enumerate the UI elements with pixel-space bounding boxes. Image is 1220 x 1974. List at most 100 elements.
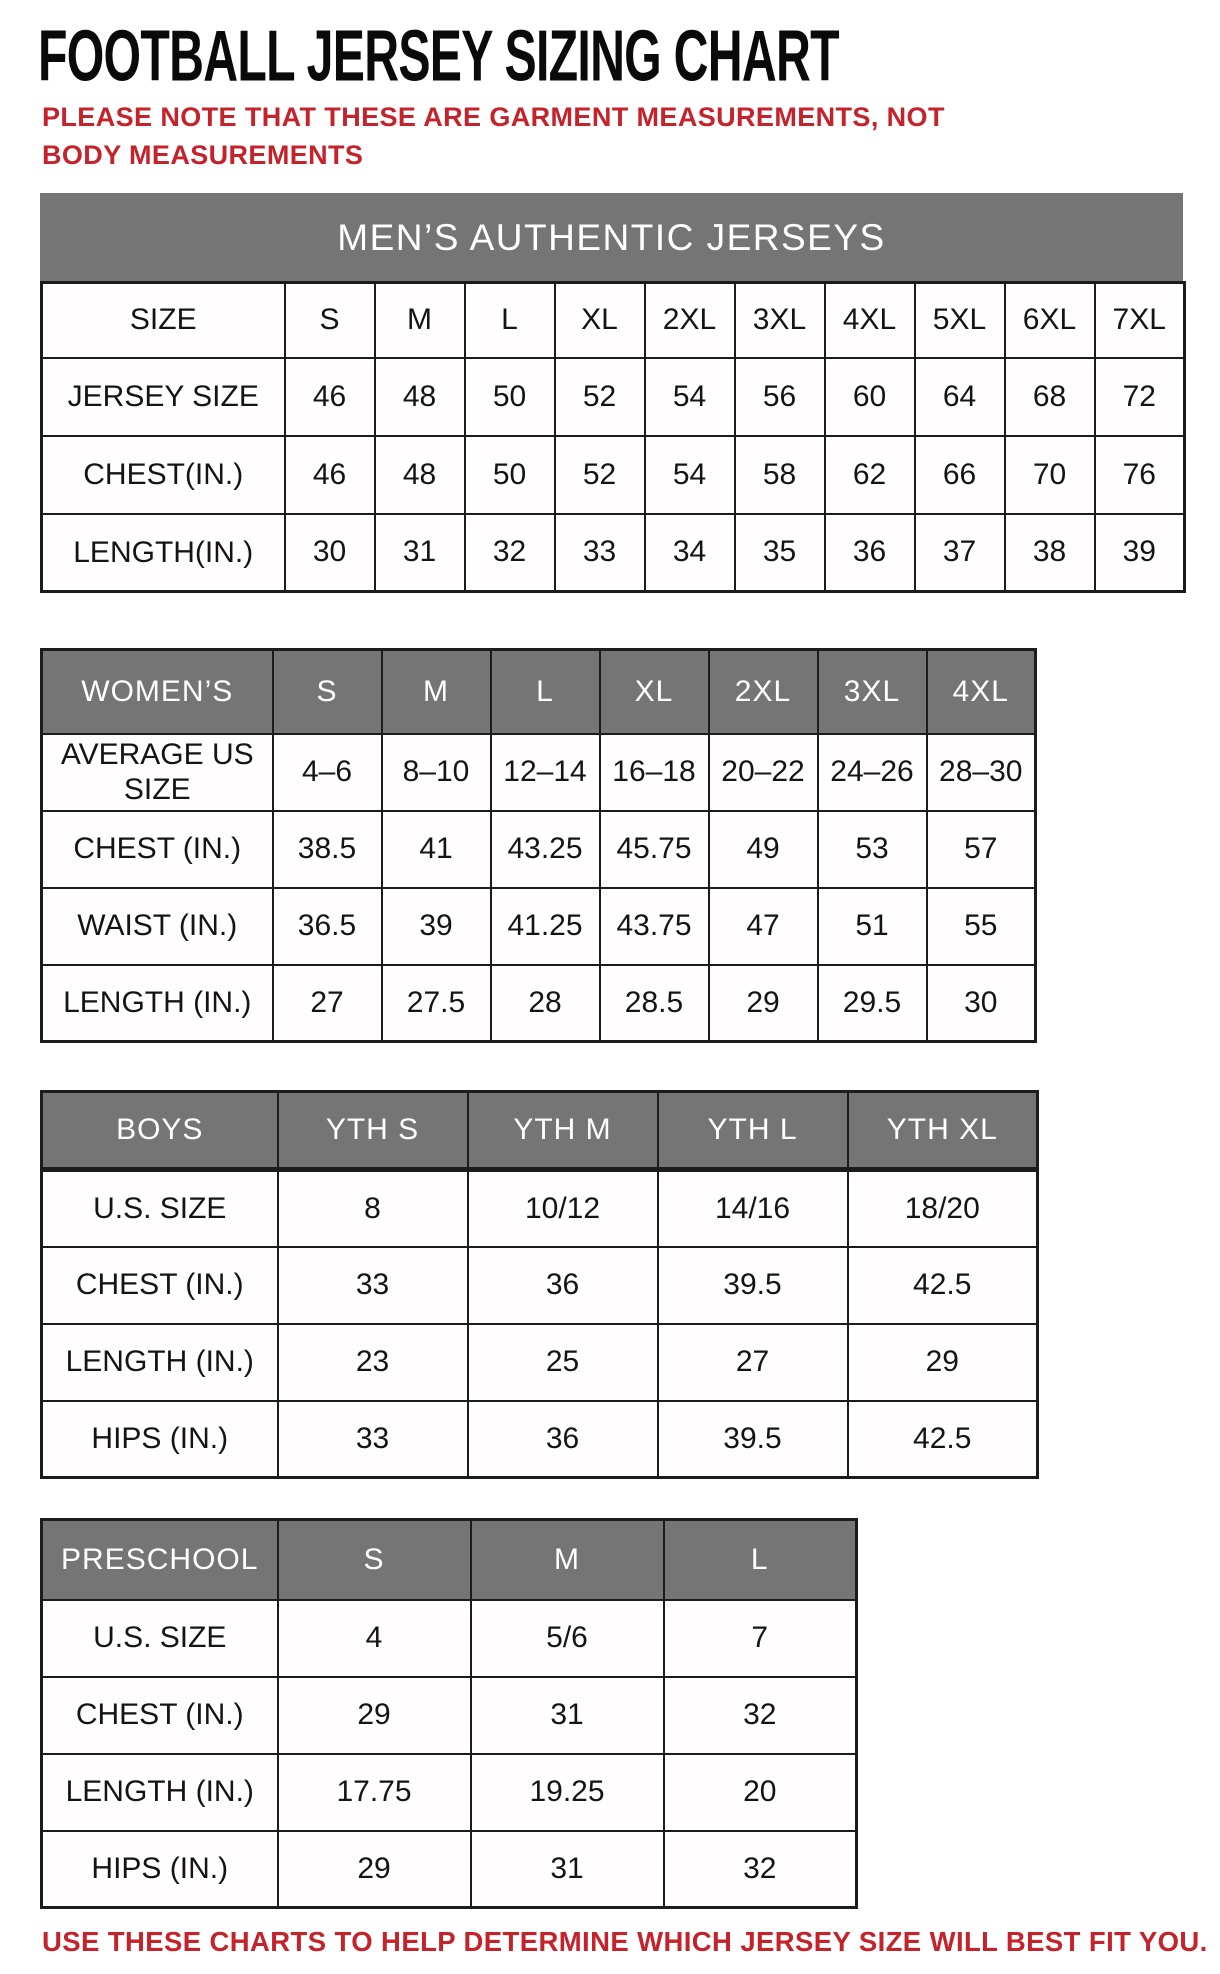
measurement-cell: 4–6 (271, 732, 383, 812)
measurement-cell: 20–22 (707, 732, 819, 812)
table-row: LENGTH (IN.) 23 25 27 29 (40, 1322, 1039, 1402)
size-column-header: 6XL (1003, 281, 1096, 359)
size-column-header: L (662, 1518, 858, 1601)
size-column-header: M (380, 648, 492, 735)
size-column-header: S (276, 1518, 472, 1601)
measurement-cell: 7 (662, 1598, 858, 1678)
preschool-sizing-table: PRESCHOOL S M L U.S. SIZE 4 5/6 7 CHEST (IN.) 29 3… (40, 1518, 858, 1909)
measurement-cell: 66 (913, 434, 1006, 515)
header-row: SIZE S M L XL 2XL 3XL 4XL 5XL 6XL 7XL (40, 281, 1186, 359)
measurement-cell: 62 (823, 434, 916, 515)
measurement-cell: 33 (276, 1399, 469, 1479)
table-row: LENGTH (IN.) 27 27.5 28 28.5 29 29.5 30 (40, 963, 1037, 1043)
garment-measurement-note: PLEASE NOTE THAT THESE ARE GARMENT MEASU… (42, 102, 945, 170)
measurement-cell: 27 (656, 1322, 849, 1402)
measurement-cell: 12–14 (489, 732, 601, 812)
measurement-cell: 29 (846, 1322, 1039, 1402)
measurement-cell: 39 (380, 886, 492, 966)
measurement-cell: 32 (662, 1675, 858, 1755)
measurement-cell: 23 (276, 1322, 469, 1402)
table-row: CHEST(IN.) 46 48 50 52 54 58 62 66 70 76 (40, 434, 1186, 515)
measurement-cell: 50 (463, 434, 556, 515)
womens-sizing-table: WOMEN’S S M L XL 2XL 3XL 4XL AVERAGE US SIZE 4–6 8… (40, 648, 1037, 1043)
row-label: CHEST (IN.) (40, 809, 274, 889)
measurement-cell: 36.5 (271, 886, 383, 966)
measurement-cell: 42.5 (846, 1399, 1039, 1479)
measurement-cell: 52 (553, 356, 646, 437)
measurement-cell: 17.75 (276, 1752, 472, 1832)
measurement-cell: 55 (925, 886, 1037, 966)
size-column-header: L (463, 281, 556, 359)
measurement-cell: 29 (276, 1829, 472, 1909)
measurement-cell: 64 (913, 356, 1006, 437)
table-row: CHEST (IN.) 38.5 41 43.25 45.75 49 53 57 (40, 809, 1037, 889)
measurement-cell: 50 (463, 356, 556, 437)
page-title-text: FOOTBALL JERSEY SIZING CHART (38, 15, 840, 97)
measurement-cell: 45.75 (598, 809, 710, 889)
measurement-cell: 48 (373, 356, 466, 437)
table-row: AVERAGE US SIZE 4–6 8–10 12–14 16–18 20–22 24–… (40, 732, 1037, 812)
header-row: PRESCHOOL S M L (40, 1518, 858, 1601)
measurement-cell: 32 (463, 512, 556, 593)
measurement-cell: 68 (1003, 356, 1096, 437)
table-title-cell: SIZE (40, 281, 286, 359)
measurement-cell: 29 (276, 1675, 472, 1755)
row-label: AVERAGE US SIZE (40, 732, 274, 812)
measurement-cell: 36 (466, 1399, 659, 1479)
row-label: HIPS (IN.) (40, 1829, 279, 1909)
row-label: LENGTH (IN.) (40, 1322, 279, 1402)
measurement-cell: 29.5 (816, 963, 928, 1043)
table-row: CHEST (IN.) 33 36 39.5 42.5 (40, 1245, 1039, 1325)
boys-section: BOYS YTH S YTH M YTH L YTH XL U.S. SIZE 8 10/12… (40, 1090, 1039, 1479)
measurement-cell: 41 (380, 809, 492, 889)
preschool-section: PRESCHOOL S M L U.S. SIZE 4 5/6 7 CHEST (IN.) 29 3… (40, 1518, 858, 1909)
measurement-cell: 42.5 (846, 1245, 1039, 1325)
measurement-cell: 18/20 (846, 1168, 1039, 1248)
header-row: BOYS YTH S YTH M YTH L YTH XL (40, 1090, 1039, 1172)
measurement-cell: 48 (373, 434, 466, 515)
size-column-header: YTH XL (846, 1090, 1039, 1172)
measurement-cell: 28–30 (925, 732, 1037, 812)
measurement-cell: 25 (466, 1322, 659, 1402)
measurement-cell: 35 (733, 512, 826, 593)
measurement-cell: 60 (823, 356, 916, 437)
table-row: U.S. SIZE 4 5/6 7 (40, 1598, 858, 1678)
measurement-cell: 31 (373, 512, 466, 593)
table-row: WAIST (IN.) 36.5 39 41.25 43.75 47 51 55 (40, 886, 1037, 966)
table-title-cell: BOYS (40, 1090, 279, 1172)
measurement-cell: 27.5 (380, 963, 492, 1043)
size-column-header: YTH L (656, 1090, 849, 1172)
measurement-cell: 43.25 (489, 809, 601, 889)
measurement-cell: 27 (271, 963, 383, 1043)
table-row: HIPS (IN.) 33 36 39.5 42.5 (40, 1399, 1039, 1479)
row-label: HIPS (IN.) (40, 1399, 279, 1479)
size-column-header: XL (598, 648, 710, 735)
measurement-cell: 10/12 (466, 1168, 659, 1248)
measurement-cell: 41.25 (489, 886, 601, 966)
table-row: CHEST (IN.) 29 31 32 (40, 1675, 858, 1755)
size-column-header: S (283, 281, 376, 359)
measurement-cell: 53 (816, 809, 928, 889)
measurement-cell: 39.5 (656, 1399, 849, 1479)
measurement-cell: 5/6 (469, 1598, 665, 1678)
measurement-cell: 49 (707, 809, 819, 889)
measurement-cell: 70 (1003, 434, 1096, 515)
table-row: U.S. SIZE 8 10/12 14/16 18/20 (40, 1168, 1039, 1248)
measurement-cell: 39 (1093, 512, 1186, 593)
measurement-cell: 52 (553, 434, 646, 515)
size-column-header: L (489, 648, 601, 735)
table-row: JERSEY SIZE 46 48 50 52 54 56 60 64 68 72 (40, 356, 1186, 437)
table-row: LENGTH(IN.) 30 31 32 33 34 35 36 37 38 39 (40, 512, 1186, 593)
size-column-header: 7XL (1093, 281, 1186, 359)
page-title: FOOTBALL JERSEY SIZING CHART (38, 20, 1150, 92)
measurement-cell: 33 (276, 1245, 469, 1325)
header-row: WOMEN’S S M L XL 2XL 3XL 4XL (40, 648, 1037, 735)
row-label: CHEST (IN.) (40, 1245, 279, 1325)
table-row: HIPS (IN.) 29 31 32 (40, 1829, 858, 1909)
measurement-cell: 20 (662, 1752, 858, 1832)
size-column-header: 3XL (733, 281, 826, 359)
row-label: LENGTH(IN.) (40, 512, 286, 593)
measurement-cell: 31 (469, 1829, 665, 1909)
boys-sizing-table: BOYS YTH S YTH M YTH L YTH XL U.S. SIZE 8 10/12… (40, 1090, 1039, 1479)
measurement-cell: 16–18 (598, 732, 710, 812)
